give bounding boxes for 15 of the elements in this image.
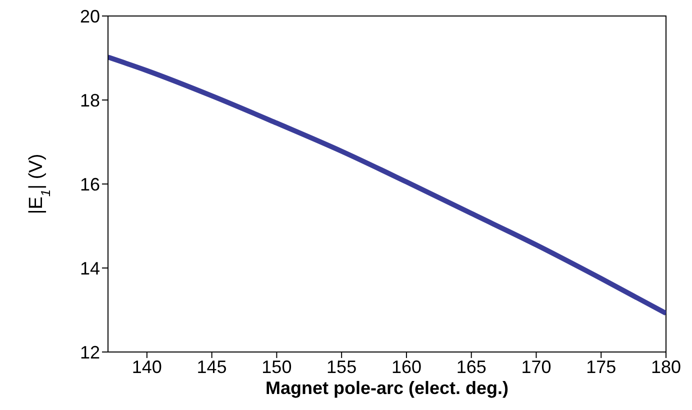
x-tick-label: 140 — [132, 356, 162, 377]
x-tick-label: 165 — [456, 356, 486, 377]
y-tick-label: 14 — [80, 258, 100, 278]
x-tick-label: 175 — [586, 356, 616, 377]
x-axis-title: Magnet pole-arc (elect. deg.) — [265, 378, 509, 398]
x-tick-label: 145 — [196, 356, 227, 377]
y-tick-label: 20 — [80, 6, 100, 26]
x-tick-label: 155 — [326, 356, 357, 377]
x-tick-label: 160 — [391, 356, 422, 377]
x-tick-label: 170 — [521, 356, 552, 377]
x-tick-label: 180 — [650, 356, 682, 377]
y-tick-label: 18 — [80, 90, 100, 110]
y-tick-label: 16 — [80, 174, 100, 194]
x-tick-label: 150 — [262, 356, 292, 377]
y-tick-label: 12 — [80, 342, 100, 362]
